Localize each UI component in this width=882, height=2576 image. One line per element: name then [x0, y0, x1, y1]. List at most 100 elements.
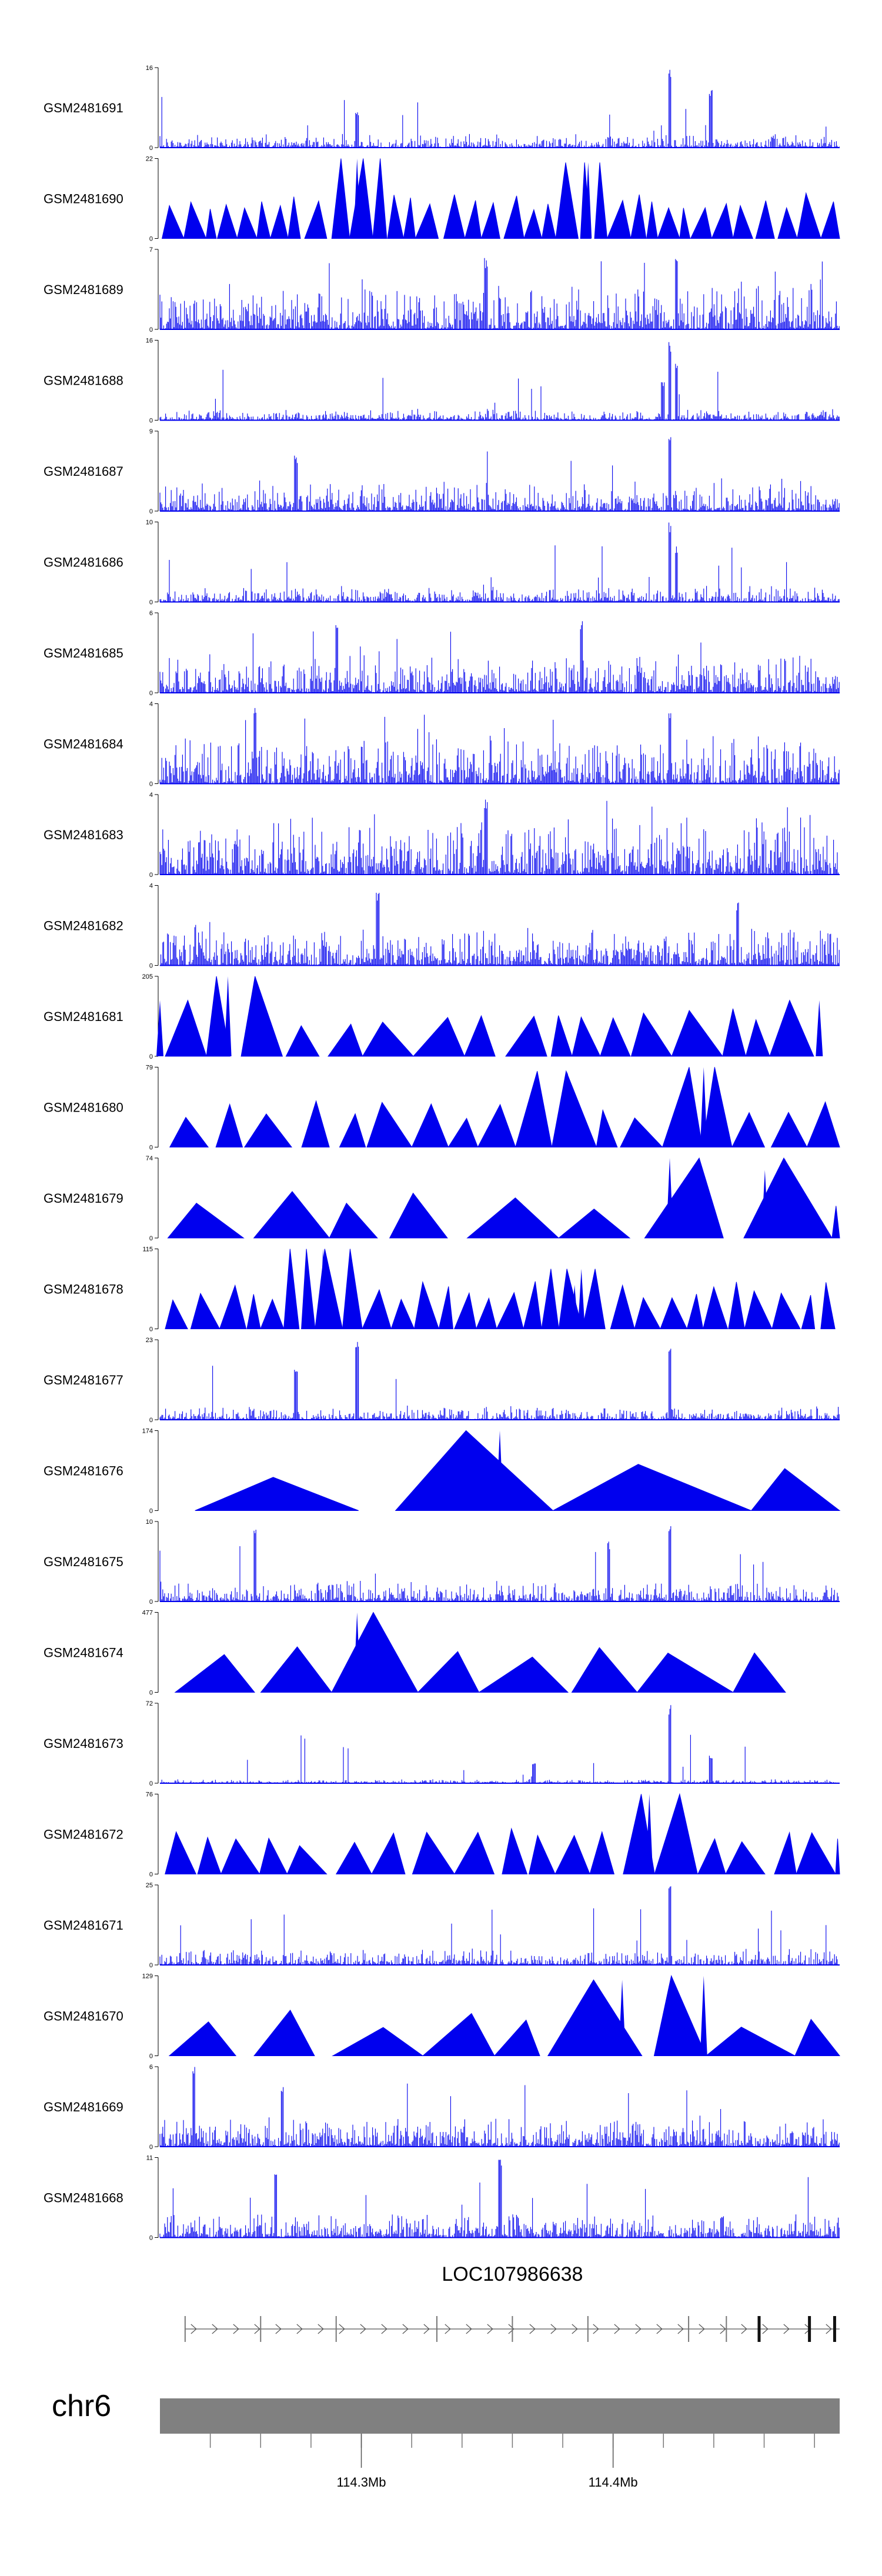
- coverage-triangle: [390, 1298, 415, 1329]
- coverage-peak: [353, 158, 361, 239]
- track-label: GSM2481688: [44, 373, 123, 388]
- coverage-triangle: [331, 1611, 419, 1693]
- y-min-label: 0: [149, 599, 153, 606]
- strand-arrow: [445, 2324, 451, 2334]
- track-label: GSM2481687: [44, 464, 123, 479]
- coverage-triangle: [415, 203, 439, 239]
- coverage-peak: [353, 1612, 361, 1693]
- y-max-label: 4: [149, 883, 153, 890]
- track-label: GSM2481669: [44, 2100, 123, 2114]
- track-gsm2481684: GSM2481684 4 0: [44, 701, 840, 788]
- y-min-label: 0: [149, 872, 153, 879]
- coverage-triangle: [417, 1651, 480, 1693]
- track-label: GSM2481682: [44, 919, 123, 933]
- track-label: GSM2481685: [44, 646, 123, 660]
- coverage-triangle: [820, 201, 840, 239]
- coverage-triangle: [454, 1831, 495, 1874]
- strand-arrow: [381, 2324, 387, 2334]
- coverage-triangle: [464, 200, 482, 239]
- track-gsm2481685: GSM2481685 6 0: [44, 610, 840, 697]
- strand-arrow: [339, 2324, 345, 2334]
- coverage-signal: [159, 2160, 840, 2238]
- exon: [726, 2316, 727, 2342]
- y-min-label: 0: [149, 1871, 153, 1878]
- coverage-triangle: [422, 2013, 495, 2056]
- coverage-triangle: [831, 1206, 840, 1239]
- y-min-label: 0: [149, 690, 153, 697]
- strand-arrow: [593, 2324, 599, 2334]
- coverage-triangle: [197, 1836, 222, 1874]
- track-gsm2481681: GSM2481681 205 0: [44, 973, 823, 1060]
- coverage-signal: [159, 1526, 840, 1601]
- coverage-triangle: [686, 1294, 704, 1329]
- y-min-label: 0: [149, 1053, 153, 1060]
- y-max-label: 74: [146, 1155, 153, 1162]
- coverage-triangle: [206, 976, 230, 1057]
- track-gsm2481691: GSM2481691 16 0: [44, 65, 840, 152]
- coverage-triangle: [636, 1653, 734, 1693]
- exon: [587, 2316, 589, 2342]
- axis-tick-label: 114.3Mb: [337, 2475, 386, 2490]
- coverage-peak: [584, 162, 592, 239]
- coverage-triangle: [571, 1647, 638, 1693]
- coverage-triangle: [412, 1831, 455, 1874]
- coverage-triangle: [732, 1652, 786, 1693]
- track-gsm2481683: GSM2481683 4 0: [44, 792, 840, 879]
- strand-arrow: [233, 2324, 239, 2334]
- coverage-triangle: [219, 1284, 247, 1329]
- coverage-triangle: [541, 203, 556, 239]
- track-gsm2481674: GSM2481674 477 0: [44, 1610, 786, 1697]
- coverage-triangle: [165, 999, 207, 1057]
- gene-label: LOC107986638: [442, 2263, 583, 2285]
- coverage-triangle: [701, 1067, 733, 1147]
- track-label: GSM2481691: [44, 101, 123, 115]
- coverage-triangle: [657, 206, 680, 239]
- y-min-label: 0: [149, 326, 153, 333]
- coverage-triangle: [630, 194, 647, 239]
- strand-arrow: [529, 2324, 536, 2334]
- coverage-triangle: [220, 1838, 260, 1874]
- track-gsm2481671: GSM2481671 25 0: [44, 1882, 840, 1969]
- coverage-signal: [159, 69, 840, 148]
- strand-arrow: [783, 2324, 790, 2334]
- coverage-triangle: [662, 1067, 703, 1147]
- y-max-label: 10: [146, 519, 153, 526]
- y-min-label: 0: [149, 1962, 153, 1969]
- coverage-triangle: [216, 203, 238, 239]
- y-max-label: 4: [149, 792, 153, 799]
- coverage-triangle: [705, 2027, 796, 2056]
- track-label: GSM2481678: [44, 1282, 123, 1297]
- coverage-triangle: [288, 196, 301, 239]
- coverage-triangle: [161, 204, 185, 239]
- track-label: GSM2481676: [44, 1464, 123, 1479]
- y-max-label: 76: [146, 1791, 153, 1798]
- y-max-label: 72: [146, 1700, 153, 1707]
- coverage-triangle: [301, 1100, 330, 1147]
- coverage-signal: [159, 258, 840, 329]
- coverage-peak: [700, 1976, 707, 2056]
- coverage-triangle: [634, 1297, 661, 1329]
- coverage-peak: [496, 1430, 503, 1511]
- coverage-triangle: [190, 1292, 220, 1329]
- coverage-triangle: [555, 162, 579, 239]
- coverage-peak: [564, 1071, 572, 1147]
- y-max-label: 7: [149, 246, 153, 253]
- chromosome-label: chr6: [52, 2389, 111, 2423]
- y-max-label: 10: [146, 1519, 153, 1526]
- strand-arrow: [614, 2324, 620, 2334]
- y-min-label: 0: [149, 145, 153, 152]
- strand-arrow: [423, 2324, 430, 2334]
- coverage-triangle: [606, 199, 632, 239]
- coverage-triangle: [286, 1845, 328, 1874]
- y-min-label: 0: [149, 963, 153, 970]
- coverage-triangle: [270, 204, 289, 239]
- strand-arrow: [699, 2324, 705, 2334]
- exon: [688, 2316, 690, 2342]
- y-min-label: 0: [149, 1599, 153, 1606]
- track-gsm2481680: GSM2481680 79 0: [44, 1065, 840, 1152]
- strand-arrow: [720, 2324, 726, 2334]
- coverage-triangle: [690, 206, 713, 239]
- track-label: GSM2481677: [44, 1373, 123, 1387]
- coverage-triangle: [438, 1286, 454, 1329]
